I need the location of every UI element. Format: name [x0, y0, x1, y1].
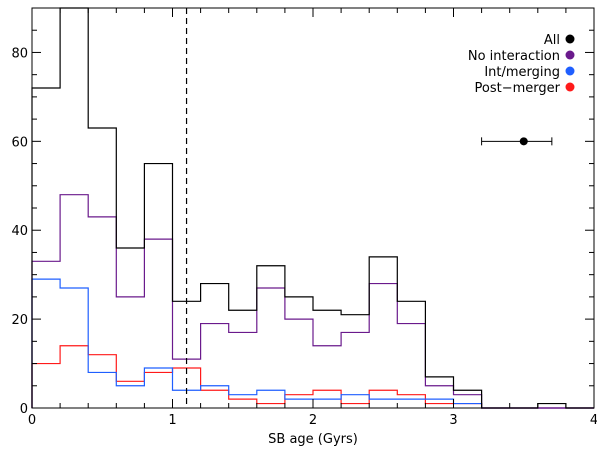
- y-tick-label: 20: [11, 313, 28, 328]
- histogram-line-int-merging: [31, 278, 594, 409]
- legend-label: Int/merging: [484, 65, 560, 80]
- legend-marker: [565, 66, 575, 76]
- x-tick-label: 4: [590, 413, 597, 428]
- legend-marker: [565, 34, 575, 44]
- histogram-line-all: [31, 7, 594, 409]
- legend-label: No interaction: [468, 49, 560, 64]
- x-tick-label: 1: [168, 413, 176, 428]
- legend-label: All: [544, 33, 560, 48]
- legend-label: Post−merger: [475, 81, 561, 96]
- legend-marker: [565, 50, 575, 60]
- y-tick-label: 60: [11, 135, 28, 150]
- x-tick-label: 0: [28, 413, 36, 428]
- y-tick-label: 80: [11, 46, 28, 61]
- legend-marker: [565, 82, 575, 92]
- error-bar-point: [519, 137, 528, 146]
- y-tick-label: 0: [20, 402, 28, 417]
- x-tick-label: 3: [449, 413, 457, 428]
- y-tick-label: 40: [11, 224, 28, 239]
- x-tick-label: 2: [309, 413, 317, 428]
- x-axis-label: SB age (Gyrs): [268, 432, 358, 447]
